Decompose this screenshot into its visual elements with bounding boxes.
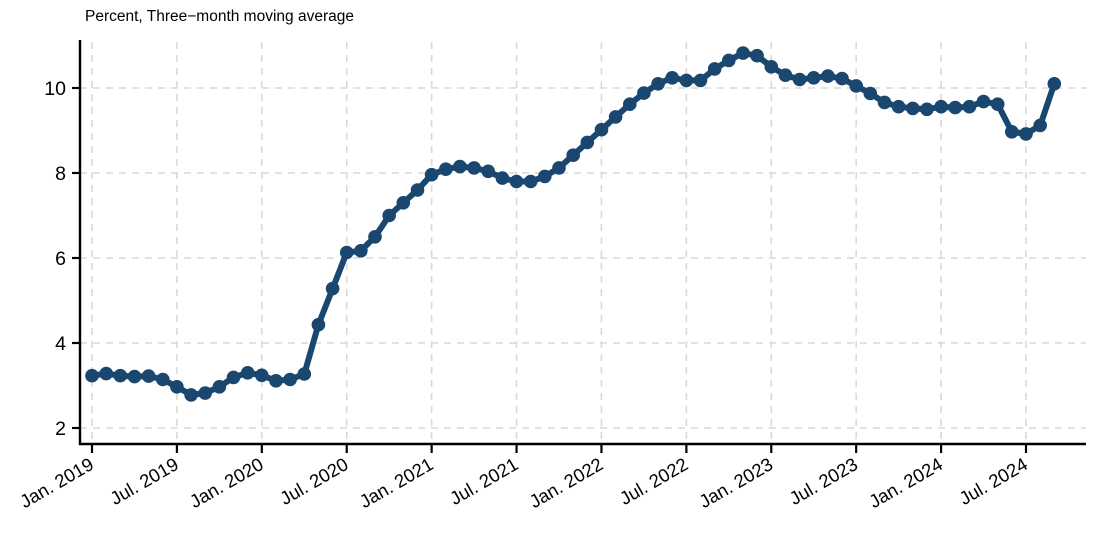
x-tick-label: Jul. 2019	[106, 453, 182, 509]
data-point	[212, 380, 227, 394]
x-tick-label: Jan. 2024	[865, 453, 946, 512]
data-point	[566, 148, 580, 162]
data-point	[467, 161, 481, 175]
data-point	[580, 135, 595, 150]
x-tick-label: Jul. 2022	[616, 453, 692, 509]
x-tick-label: Jan. 2021	[356, 453, 437, 512]
x-tick-label: Jan. 2022	[526, 453, 607, 512]
x-tick-label: Jul. 2023	[786, 453, 862, 509]
y-tick-label: 2	[55, 418, 66, 440]
data-point	[156, 372, 170, 387]
data-point	[608, 110, 623, 124]
data-point	[778, 68, 793, 82]
data-point	[254, 368, 269, 383]
data-point	[792, 72, 807, 87]
data-point	[240, 366, 255, 380]
data-point	[269, 374, 283, 388]
data-point	[339, 245, 354, 260]
data-point	[722, 53, 736, 68]
data-point	[1019, 127, 1033, 141]
data-point	[170, 380, 184, 394]
data-point	[891, 99, 906, 114]
data-point	[141, 369, 156, 383]
data-point	[354, 244, 368, 258]
data-point	[85, 368, 99, 383]
y-tick-label: 4	[55, 333, 66, 355]
data-point	[665, 71, 679, 85]
data-point	[849, 79, 863, 93]
data-point	[679, 73, 694, 88]
data-point	[523, 174, 538, 189]
x-tick-label: Jul. 2024	[955, 453, 1031, 509]
x-tick-label: Jan. 2020	[186, 453, 267, 512]
data-point	[453, 159, 467, 174]
data-point	[651, 77, 665, 91]
data-point	[283, 372, 297, 387]
data-point	[552, 161, 566, 175]
data-point	[1033, 118, 1047, 133]
data-point	[623, 97, 637, 111]
data-point	[410, 183, 425, 197]
data-point	[226, 370, 241, 385]
y-tick-label: 6	[55, 248, 66, 270]
data-point	[99, 366, 113, 381]
data-point	[495, 171, 510, 185]
data-point	[948, 100, 962, 115]
data-point	[509, 174, 524, 189]
data-point	[127, 369, 142, 384]
x-tick-label: Jan. 2019	[16, 453, 97, 512]
data-point	[806, 71, 821, 85]
data-point	[750, 48, 764, 63]
x-tick-label: Jan. 2023	[695, 453, 776, 512]
x-tick-label: Jul. 2020	[276, 453, 352, 509]
data-point	[707, 62, 722, 76]
data-point	[538, 169, 552, 184]
data-point	[311, 317, 326, 332]
data-point	[1047, 77, 1062, 91]
y-tick-label: 8	[55, 163, 66, 185]
data-point	[976, 94, 991, 109]
data-point	[198, 386, 212, 400]
data-point	[835, 71, 849, 86]
data-point	[764, 60, 779, 74]
data-point	[439, 162, 453, 176]
data-point	[368, 230, 382, 244]
data-point	[637, 86, 651, 100]
data-point	[962, 99, 977, 114]
data-point	[184, 388, 198, 402]
data-point	[297, 367, 312, 381]
data-point	[920, 102, 934, 117]
data-point	[396, 196, 411, 210]
y-tick-label: 10	[44, 78, 66, 100]
data-point	[990, 97, 1005, 111]
data-point	[877, 95, 892, 110]
data-point	[906, 101, 920, 116]
data-point	[113, 368, 128, 383]
data-point	[863, 86, 878, 101]
data-point	[325, 281, 340, 296]
data-point	[693, 73, 708, 88]
data-point	[424, 167, 439, 182]
data-point	[934, 99, 948, 114]
chart-title: Percent, Three−month moving average	[85, 8, 354, 25]
data-point	[594, 122, 609, 137]
x-tick-label: Jul. 2021	[446, 453, 522, 509]
data-point	[821, 69, 835, 83]
data-point	[481, 164, 496, 179]
data-point	[1005, 125, 1019, 139]
data-point	[736, 46, 750, 60]
data-point	[382, 208, 397, 223]
